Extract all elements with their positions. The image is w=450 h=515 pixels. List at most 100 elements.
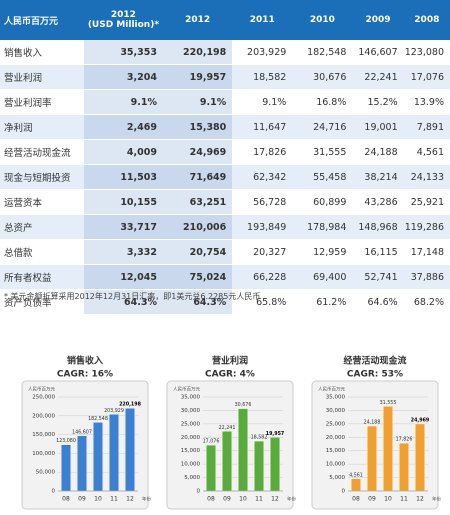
table-row: 总资产 33,717 210,006 193,849 178,984 148,968 119…: [0, 214, 450, 240]
chart-subtitle: CAGR: 53%: [347, 370, 403, 380]
bar: [383, 406, 394, 492]
cell: 4,561: [403, 139, 450, 165]
cell: 65.8%: [232, 289, 293, 315]
table-row: 所有者权益 12,045 75,024 66,228 69,400 52,741 37,88…: [0, 264, 450, 290]
cell: 11,503: [83, 164, 163, 190]
bar: [221, 431, 232, 492]
cell: 60,899: [292, 189, 353, 215]
y-tick-label: 25,000: [181, 421, 201, 427]
y-tick-label: 35,000: [326, 395, 346, 401]
cell: 10,155: [83, 189, 163, 215]
value-label: 17,076: [203, 439, 220, 445]
cell: 63,251: [162, 189, 233, 215]
chart-title: 营业利润: [212, 355, 248, 367]
cell: 17,076: [403, 64, 450, 90]
cell: 33,717: [83, 214, 163, 240]
cell: 30,676: [292, 64, 353, 90]
cell: 193,849: [232, 214, 293, 240]
cell: 20,754: [162, 239, 233, 265]
cell: 24,969: [162, 139, 233, 165]
cell: 12,959: [292, 239, 353, 265]
y-tick-label: 0: [197, 489, 201, 495]
y-tick-label: 35,000: [181, 395, 201, 401]
cell: 123,080: [403, 40, 450, 65]
cell: 24,133: [403, 164, 450, 190]
cell: 19,957: [162, 64, 233, 90]
y-tick-label: 25,000: [326, 421, 346, 427]
value-label: 220,198: [119, 402, 142, 408]
table-row: 营业利润率 9.1% 9.1% 9.1% 16.8% 15.2% 13.9%: [0, 89, 450, 115]
cell: 52,741: [352, 264, 404, 290]
x-tick-label: 11: [400, 496, 408, 503]
cell: 经营活动现金流: [0, 139, 84, 165]
cell: 20,327: [232, 239, 293, 265]
unit-label: 人民币百万元: [318, 386, 345, 393]
value-label: 30,676: [235, 402, 252, 408]
cell: 所有者权益: [0, 264, 84, 290]
value-label: 22,241: [219, 425, 236, 431]
cell: 现金与短期投资: [0, 164, 84, 190]
bar: [92, 422, 103, 492]
bar: [205, 444, 216, 492]
cell: 210,006: [162, 214, 233, 240]
unit-label: 人民币百万元: [28, 386, 55, 393]
x-tick-label: 11: [255, 496, 263, 503]
y-tick-label: 150,000: [32, 432, 55, 438]
value-label: 123,080: [56, 438, 76, 444]
cell: 24,716: [292, 114, 353, 140]
y-tick-label: 50,000: [36, 470, 56, 476]
value-label: 4,561: [349, 472, 363, 478]
cell: 178,984: [292, 214, 353, 240]
header-cell: 2008: [403, 0, 450, 40]
cell: 9.1%: [83, 89, 163, 115]
y-tick-label: 20,000: [326, 435, 346, 441]
x-axis-label: 年份: [432, 496, 441, 503]
value-label: 19,957: [266, 431, 285, 437]
cell: 25,921: [403, 189, 450, 215]
x-tick-label: 12: [271, 496, 279, 503]
cell: 17,826: [232, 139, 293, 165]
cell: 182,548: [292, 40, 353, 65]
x-tick-label: 12: [126, 496, 134, 503]
cell: 24,188: [352, 139, 404, 165]
header-cell: 2009: [352, 0, 404, 40]
cell: 148,968: [352, 214, 404, 240]
value-label: 203,929: [104, 408, 124, 414]
cell: 4,009: [83, 139, 163, 165]
cell: 61.2%: [292, 289, 353, 315]
cell: 15,380: [162, 114, 233, 140]
cell: 16,115: [352, 239, 404, 265]
cell: 营业利润: [0, 64, 84, 90]
value-label: 182,548: [88, 416, 108, 422]
bar: [61, 444, 72, 492]
bar: [76, 435, 87, 492]
x-tick-label: 09: [368, 496, 376, 503]
y-tick-label: 10,000: [326, 462, 346, 468]
x-tick-label: 09: [223, 496, 231, 503]
cell: 220,198: [162, 40, 233, 65]
cell: 2,469: [83, 114, 163, 140]
table-row: 经营活动现金流 4,009 24,969 17,826 31,555 24,188 4,56…: [0, 139, 450, 165]
chart-title: 经营活动现金流: [343, 355, 406, 367]
y-tick-label: 5,000: [329, 475, 345, 481]
table-body: 销售收入 35,353 220,198 203,929 182,548 146,607 12…: [0, 40, 450, 315]
cell: 37,886: [403, 264, 450, 290]
header-cell: 2012 (USD Million)*: [83, 0, 163, 40]
cell: 3,332: [83, 239, 163, 265]
cell: 净利润: [0, 114, 84, 140]
cell: 12,045: [83, 264, 163, 290]
cell: 16.8%: [292, 89, 353, 115]
cell: 68.2%: [403, 289, 450, 315]
value-label: 24,188: [364, 420, 381, 426]
header-cell: 2011: [232, 0, 293, 40]
y-tick-label: 30,000: [326, 408, 346, 414]
cell: 43,286: [352, 189, 404, 215]
y-tick-label: 0: [52, 489, 56, 495]
cell: 71,649: [162, 164, 233, 190]
x-tick-label: 08: [62, 496, 70, 503]
table-row: 资产负债率 64.3% 64.3% 65.8% 61.2% 64.6% 68.2%: [0, 289, 450, 315]
cell: 18,582: [232, 64, 293, 90]
y-tick-label: 10,000: [181, 462, 201, 468]
y-tick-label: 20,000: [181, 435, 201, 441]
